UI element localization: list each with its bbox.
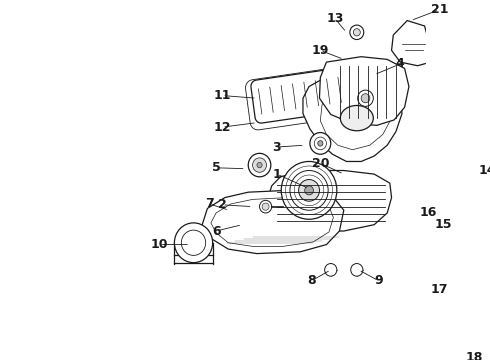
Ellipse shape (341, 105, 373, 131)
Text: 11: 11 (214, 89, 231, 102)
Text: 18: 18 (466, 351, 483, 360)
Circle shape (281, 162, 337, 219)
Text: 21: 21 (431, 3, 448, 16)
Polygon shape (303, 73, 402, 162)
Circle shape (248, 153, 271, 177)
Text: 1: 1 (272, 168, 281, 181)
Circle shape (262, 203, 269, 210)
Text: 15: 15 (435, 218, 452, 231)
Text: 6: 6 (212, 225, 220, 238)
Polygon shape (268, 171, 392, 231)
Text: 7: 7 (205, 197, 214, 211)
Circle shape (290, 171, 328, 210)
Circle shape (298, 180, 319, 201)
Polygon shape (459, 293, 490, 342)
Circle shape (310, 132, 331, 154)
Circle shape (257, 162, 262, 168)
Circle shape (305, 186, 314, 195)
Circle shape (361, 94, 370, 103)
Text: 16: 16 (419, 206, 437, 220)
Circle shape (318, 141, 323, 146)
Circle shape (455, 208, 464, 217)
Text: 19: 19 (312, 44, 329, 57)
Text: 13: 13 (326, 12, 344, 25)
Text: 10: 10 (151, 238, 169, 251)
Circle shape (181, 230, 206, 255)
Polygon shape (392, 21, 435, 66)
Circle shape (260, 200, 271, 213)
Polygon shape (251, 68, 350, 123)
Text: 3: 3 (272, 140, 281, 153)
Polygon shape (202, 190, 344, 253)
Circle shape (325, 264, 337, 276)
Circle shape (252, 158, 267, 172)
Text: 8: 8 (307, 274, 316, 287)
Text: 12: 12 (214, 121, 231, 134)
Polygon shape (464, 222, 490, 267)
Text: 17: 17 (431, 283, 448, 296)
Circle shape (358, 90, 373, 106)
Circle shape (353, 29, 360, 36)
Circle shape (350, 25, 364, 40)
Polygon shape (461, 270, 490, 297)
Polygon shape (319, 57, 409, 125)
Text: 9: 9 (374, 274, 383, 287)
Text: 2: 2 (218, 198, 226, 211)
Circle shape (174, 223, 213, 263)
Circle shape (351, 264, 363, 276)
Text: 4: 4 (396, 58, 405, 71)
Circle shape (314, 137, 326, 150)
Text: 14: 14 (478, 164, 490, 177)
Text: 5: 5 (212, 161, 220, 174)
Text: 20: 20 (312, 157, 329, 170)
